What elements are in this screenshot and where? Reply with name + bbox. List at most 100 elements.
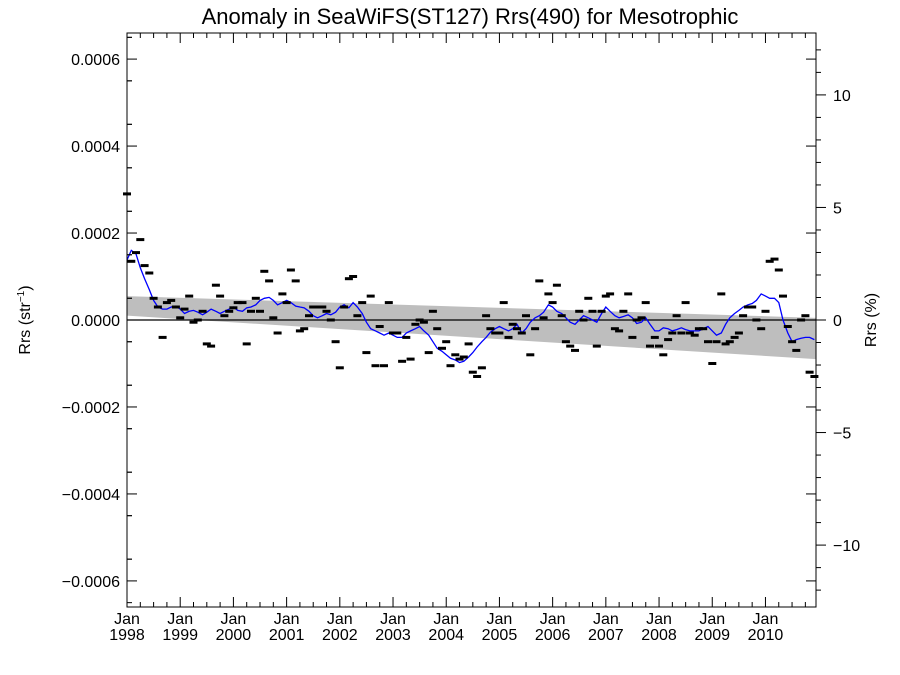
y-axis-left-label-close: ) — [17, 285, 34, 290]
anomaly-point — [708, 362, 717, 365]
anomaly-point — [517, 331, 526, 335]
anomaly-point — [411, 322, 420, 326]
anomaly-point — [295, 329, 304, 333]
running-mean-line — [126, 249, 815, 364]
anomaly-point — [273, 331, 282, 335]
x-tick-year: 2008 — [641, 627, 677, 644]
anomaly-point — [185, 294, 194, 298]
anomaly-point — [694, 327, 703, 331]
anomaly-point — [189, 320, 198, 324]
anomaly-point — [615, 329, 624, 333]
anomaly-point — [779, 294, 787, 298]
anomaly-point — [380, 364, 388, 368]
anomaly-point — [140, 264, 149, 268]
anomaly-point — [468, 370, 477, 374]
x-tick-year: 2009 — [694, 627, 730, 644]
right-tick-label: −10 — [833, 538, 860, 555]
x-tick-month: Jan — [114, 611, 140, 628]
anomaly-point — [162, 301, 171, 305]
anomaly-point — [704, 340, 712, 344]
left-tick-label: 0.0000 — [71, 313, 120, 330]
anomaly-point — [326, 318, 335, 322]
x-tick-year: 1999 — [162, 627, 198, 644]
anomaly-point — [442, 340, 451, 344]
anomaly-point — [349, 275, 358, 278]
anomaly-point — [335, 366, 344, 370]
anomaly-point — [557, 314, 566, 318]
anomaly-point — [535, 279, 544, 283]
x-tick-month: Jan — [593, 611, 619, 628]
right-tick-label: 5 — [833, 200, 842, 217]
anomaly-point — [424, 351, 433, 355]
anomaly-point — [668, 331, 677, 335]
right-tick-label: 10 — [833, 88, 851, 105]
anomaly-point — [801, 314, 810, 318]
anomaly-point — [606, 292, 615, 296]
anomaly-point — [588, 309, 597, 313]
anomaly-point — [632, 318, 641, 322]
x-tick-year: 1998 — [109, 627, 145, 644]
anomaly-point — [402, 335, 411, 339]
anomaly-point — [805, 370, 814, 374]
x-tick-month: Jan — [274, 611, 300, 628]
anomaly-point — [699, 327, 708, 331]
anomaly-point — [690, 333, 699, 337]
anomaly-point — [477, 366, 486, 370]
anomaly-point — [193, 318, 202, 322]
anomaly-point — [438, 346, 446, 350]
anomaly-point — [233, 301, 242, 305]
anomaly-point — [597, 309, 606, 313]
anomaly-point — [566, 344, 575, 348]
anomaly-point — [655, 344, 663, 348]
anomaly-point — [792, 348, 801, 352]
anomaly-point — [433, 327, 442, 331]
anomaly-point — [419, 320, 428, 324]
anomaly-point — [313, 305, 322, 309]
y-axis-right-label: Rrs (%) — [863, 293, 880, 347]
anomaly-point — [610, 327, 619, 331]
anomaly-point — [180, 307, 189, 311]
anomaly-point — [810, 375, 819, 378]
anomaly-point — [384, 301, 393, 305]
anomaly-point — [136, 238, 145, 242]
anomaly-point — [358, 301, 367, 305]
anomaly-point — [721, 342, 730, 346]
anomaly-point — [340, 305, 349, 309]
anomaly-point — [459, 355, 468, 359]
anomaly-point — [229, 306, 238, 310]
anomaly-point — [251, 296, 260, 300]
anomaly-point — [544, 292, 553, 296]
anomaly-point — [322, 309, 331, 313]
anomaly-point — [353, 314, 362, 318]
anomaly-point — [286, 268, 295, 272]
anomaly-point — [513, 327, 521, 331]
anomaly-point — [305, 314, 313, 318]
anomaly-point — [153, 305, 162, 309]
left-tick-label: −0.0006 — [62, 574, 120, 591]
anomaly-point — [282, 301, 291, 305]
anomaly-point — [198, 309, 207, 313]
anomaly-point — [619, 309, 628, 313]
anomaly-point — [717, 292, 726, 296]
x-tick-year: 2007 — [588, 627, 624, 644]
x-tick-month: Jan — [487, 611, 513, 628]
anomaly-point — [247, 309, 255, 313]
x-tick-year: 2006 — [535, 627, 571, 644]
anomaly-point — [220, 314, 229, 318]
y-axis-left-label-main: Rrs (str — [17, 301, 34, 354]
anomaly-point — [415, 318, 424, 322]
anomaly-point — [371, 364, 380, 368]
anomaly-point — [734, 331, 743, 335]
anomaly-point — [127, 259, 136, 263]
anomaly-point — [681, 301, 690, 305]
anomaly-point — [601, 294, 610, 298]
x-tick-month: Jan — [433, 611, 459, 628]
anomaly-point — [362, 351, 371, 355]
anomaly-point — [211, 283, 220, 287]
x-tick-month: Jan — [540, 611, 566, 628]
anomaly-point — [508, 322, 517, 326]
anomaly-point — [659, 353, 668, 357]
anomaly-point — [132, 251, 140, 255]
x-tick-month: Jan — [167, 611, 193, 628]
